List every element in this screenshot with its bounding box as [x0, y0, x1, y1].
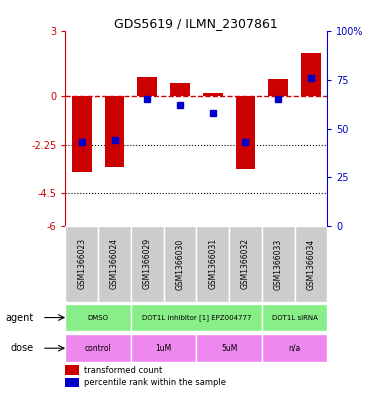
Text: 1uM: 1uM	[156, 344, 172, 353]
Bar	[236, 96, 255, 169]
Text: DOT1L siRNA: DOT1L siRNA	[271, 314, 318, 321]
Text: transformed count: transformed count	[84, 365, 162, 375]
Text: DOT1L inhibitor [1] EPZ004777: DOT1L inhibitor [1] EPZ004777	[142, 314, 251, 321]
Bar	[105, 96, 124, 167]
Bar	[229, 226, 262, 302]
Bar	[196, 226, 229, 302]
Bar	[65, 304, 131, 331]
Bar	[72, 96, 92, 172]
Text: GSM1366029: GSM1366029	[143, 238, 152, 290]
Text: control: control	[85, 344, 112, 353]
Text: agent: agent	[6, 312, 34, 323]
Bar	[196, 334, 262, 362]
Bar	[268, 79, 288, 96]
Text: GSM1366032: GSM1366032	[241, 238, 250, 290]
Bar	[301, 53, 321, 96]
Text: 5uM: 5uM	[221, 344, 237, 353]
Text: GSM1366024: GSM1366024	[110, 238, 119, 290]
Text: GSM1366033: GSM1366033	[274, 238, 283, 290]
Text: GSM1366031: GSM1366031	[208, 238, 217, 290]
Bar	[65, 226, 98, 302]
Bar	[98, 226, 131, 302]
Text: DMSO: DMSO	[88, 314, 109, 321]
Bar	[295, 226, 327, 302]
Bar	[262, 304, 327, 331]
Bar	[131, 334, 196, 362]
Bar	[203, 93, 223, 96]
Title: GDS5619 / ILMN_2307861: GDS5619 / ILMN_2307861	[114, 17, 278, 30]
Text: dose: dose	[11, 343, 34, 353]
Bar	[65, 334, 131, 362]
Text: GSM1366023: GSM1366023	[77, 238, 86, 290]
Bar	[164, 226, 196, 302]
Bar	[131, 304, 262, 331]
Bar	[65, 378, 79, 387]
Bar	[262, 334, 327, 362]
Bar	[137, 77, 157, 96]
Text: percentile rank within the sample: percentile rank within the sample	[84, 378, 226, 387]
Bar	[170, 83, 190, 96]
Text: GSM1366030: GSM1366030	[176, 238, 184, 290]
Text: GSM1366034: GSM1366034	[306, 238, 315, 290]
Bar	[131, 226, 164, 302]
Text: n/a: n/a	[288, 344, 301, 353]
Bar	[262, 226, 295, 302]
Bar	[65, 365, 79, 375]
